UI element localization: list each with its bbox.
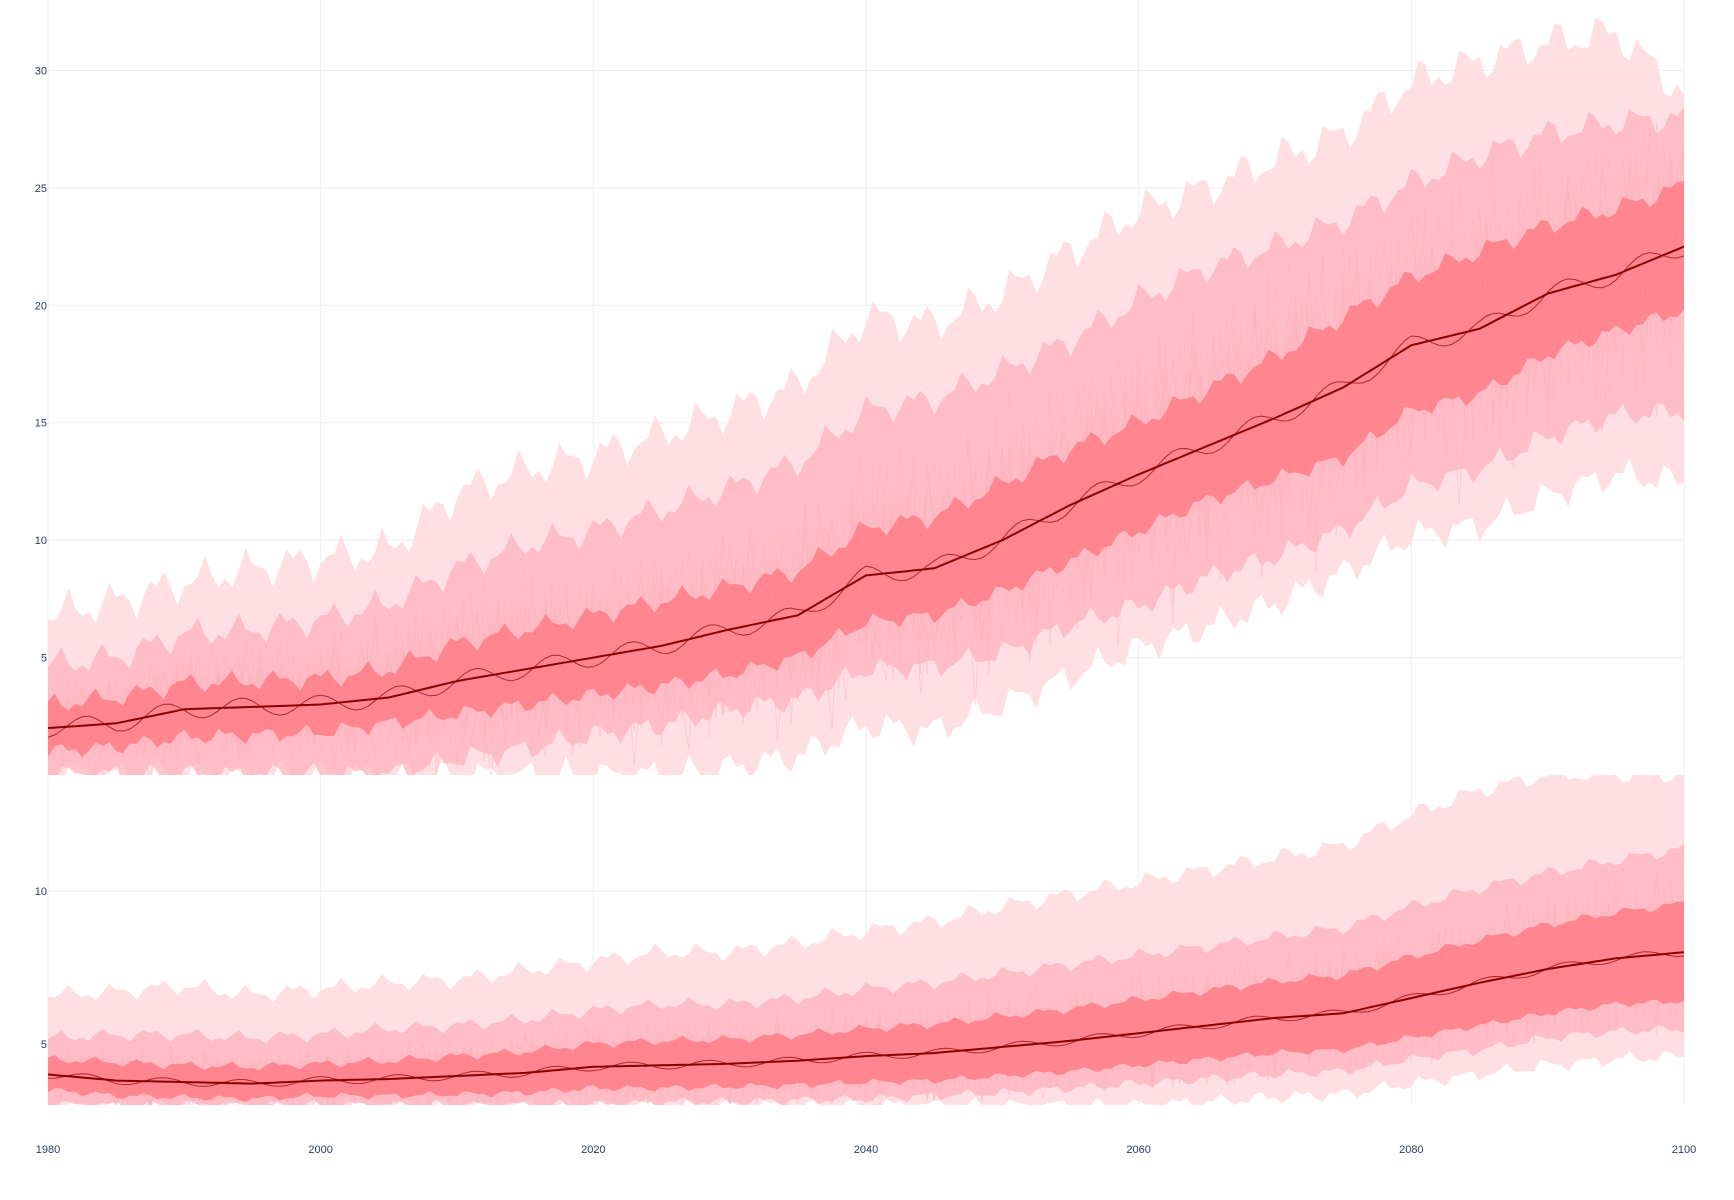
top-middle-range-band <box>48 106 1684 775</box>
top-central-median-line <box>48 245 1684 729</box>
top-y-tick-label: 25 <box>35 183 47 195</box>
top-y-tick-label: 20 <box>35 300 47 312</box>
x-tick-label: 2060 <box>1126 1144 1150 1156</box>
bottom-central-median-line <box>48 951 1684 1085</box>
bottom-y-tick-label: 5 <box>41 1039 47 1051</box>
top-inner-range-band <box>48 181 1684 758</box>
bottom-inner-range-band <box>48 901 1684 1103</box>
x-tick-label: 1980 <box>36 1144 60 1156</box>
top-y-tick-label: 5 <box>41 653 47 665</box>
top-y-tick-label: 10 <box>35 535 47 547</box>
axis-tick-labels: 5 10 15 20 25 30 5 10 1980 2000 2020 2040 2060 2080 21… <box>35 65 1696 1156</box>
x-tick-label: 2000 <box>308 1144 332 1156</box>
x-tick-label: 2100 <box>1672 1144 1696 1156</box>
x-tick-label: 2040 <box>854 1144 878 1156</box>
top-secondary-median-line <box>48 252 1684 738</box>
top-chart-plot-area <box>48 18 1684 775</box>
bottom-chart-plot-area <box>48 775 1684 1105</box>
x-tick-label: 2020 <box>581 1144 605 1156</box>
top-y-tick-label: 15 <box>35 418 47 430</box>
top-y-tick-label: 30 <box>35 65 47 77</box>
bottom-y-tick-label: 10 <box>35 886 47 898</box>
x-tick-label: 2080 <box>1399 1144 1423 1156</box>
bottom-secondary-median-line <box>48 951 1684 1087</box>
